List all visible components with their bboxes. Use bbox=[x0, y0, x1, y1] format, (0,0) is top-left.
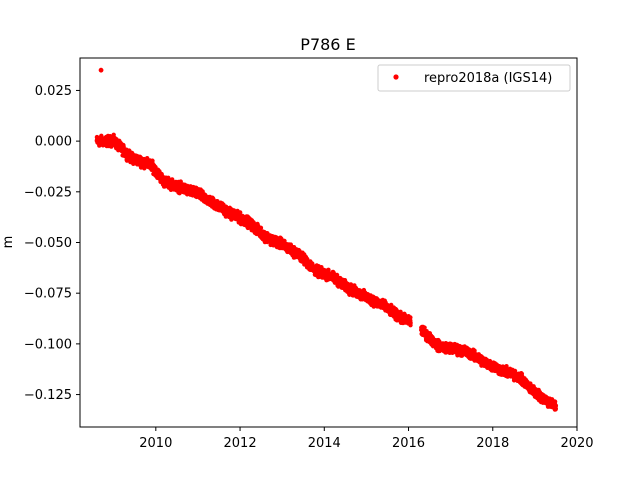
x-tick-label: 2014 bbox=[308, 436, 341, 451]
y-tick-label: −0.050 bbox=[24, 236, 72, 251]
x-tick-label: 2018 bbox=[476, 436, 509, 451]
y-axis-label: m bbox=[1, 236, 16, 249]
data-point bbox=[472, 348, 477, 353]
legend-label: repro2018a (IGS14) bbox=[424, 71, 552, 86]
x-tick-label: 2010 bbox=[139, 436, 172, 451]
chart-title: P786 E bbox=[300, 35, 355, 54]
y-tick-label: −0.075 bbox=[24, 287, 72, 302]
y-tick-label: 0.000 bbox=[35, 135, 72, 150]
data-point bbox=[326, 267, 331, 273]
x-axis: 2010 2012 2014 2016 2018 2020 bbox=[139, 427, 594, 451]
legend: repro2018a (IGS14) bbox=[377, 64, 571, 92]
data-point-outlier bbox=[98, 67, 104, 73]
x-tick-label: 2020 bbox=[560, 436, 593, 451]
y-tick-label: −0.025 bbox=[24, 185, 72, 200]
data-points bbox=[94, 67, 559, 412]
y-axis: 0.025 0.000 −0.025 −0.050 −0.075 −0.100 −0.125 bbox=[24, 84, 80, 403]
x-tick-label: 2016 bbox=[392, 436, 425, 451]
data-point bbox=[408, 320, 413, 326]
data-point bbox=[258, 225, 264, 231]
data-point bbox=[408, 315, 413, 320]
data-point bbox=[552, 399, 558, 404]
y-tick-label: 0.025 bbox=[35, 84, 72, 99]
y-tick-label: −0.125 bbox=[24, 388, 72, 403]
legend-box bbox=[377, 64, 571, 92]
y-tick-label: −0.100 bbox=[24, 337, 72, 352]
x-tick-label: 2012 bbox=[224, 436, 257, 451]
legend-marker bbox=[393, 74, 399, 80]
data-point bbox=[237, 210, 243, 215]
data-point bbox=[553, 403, 559, 408]
